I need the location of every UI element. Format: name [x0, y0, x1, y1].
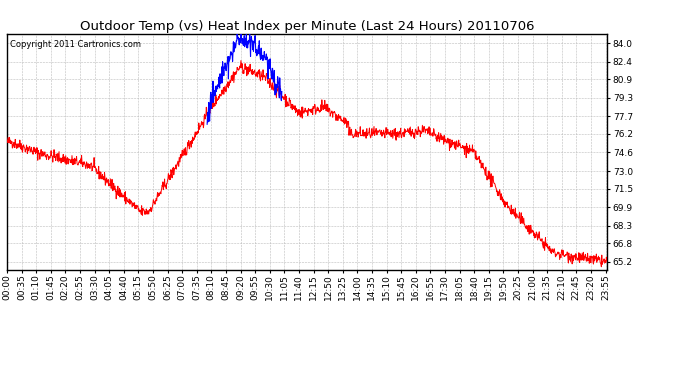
Title: Outdoor Temp (vs) Heat Index per Minute (Last 24 Hours) 20110706: Outdoor Temp (vs) Heat Index per Minute … — [80, 20, 534, 33]
Text: Copyright 2011 Cartronics.com: Copyright 2011 Cartronics.com — [10, 40, 141, 49]
